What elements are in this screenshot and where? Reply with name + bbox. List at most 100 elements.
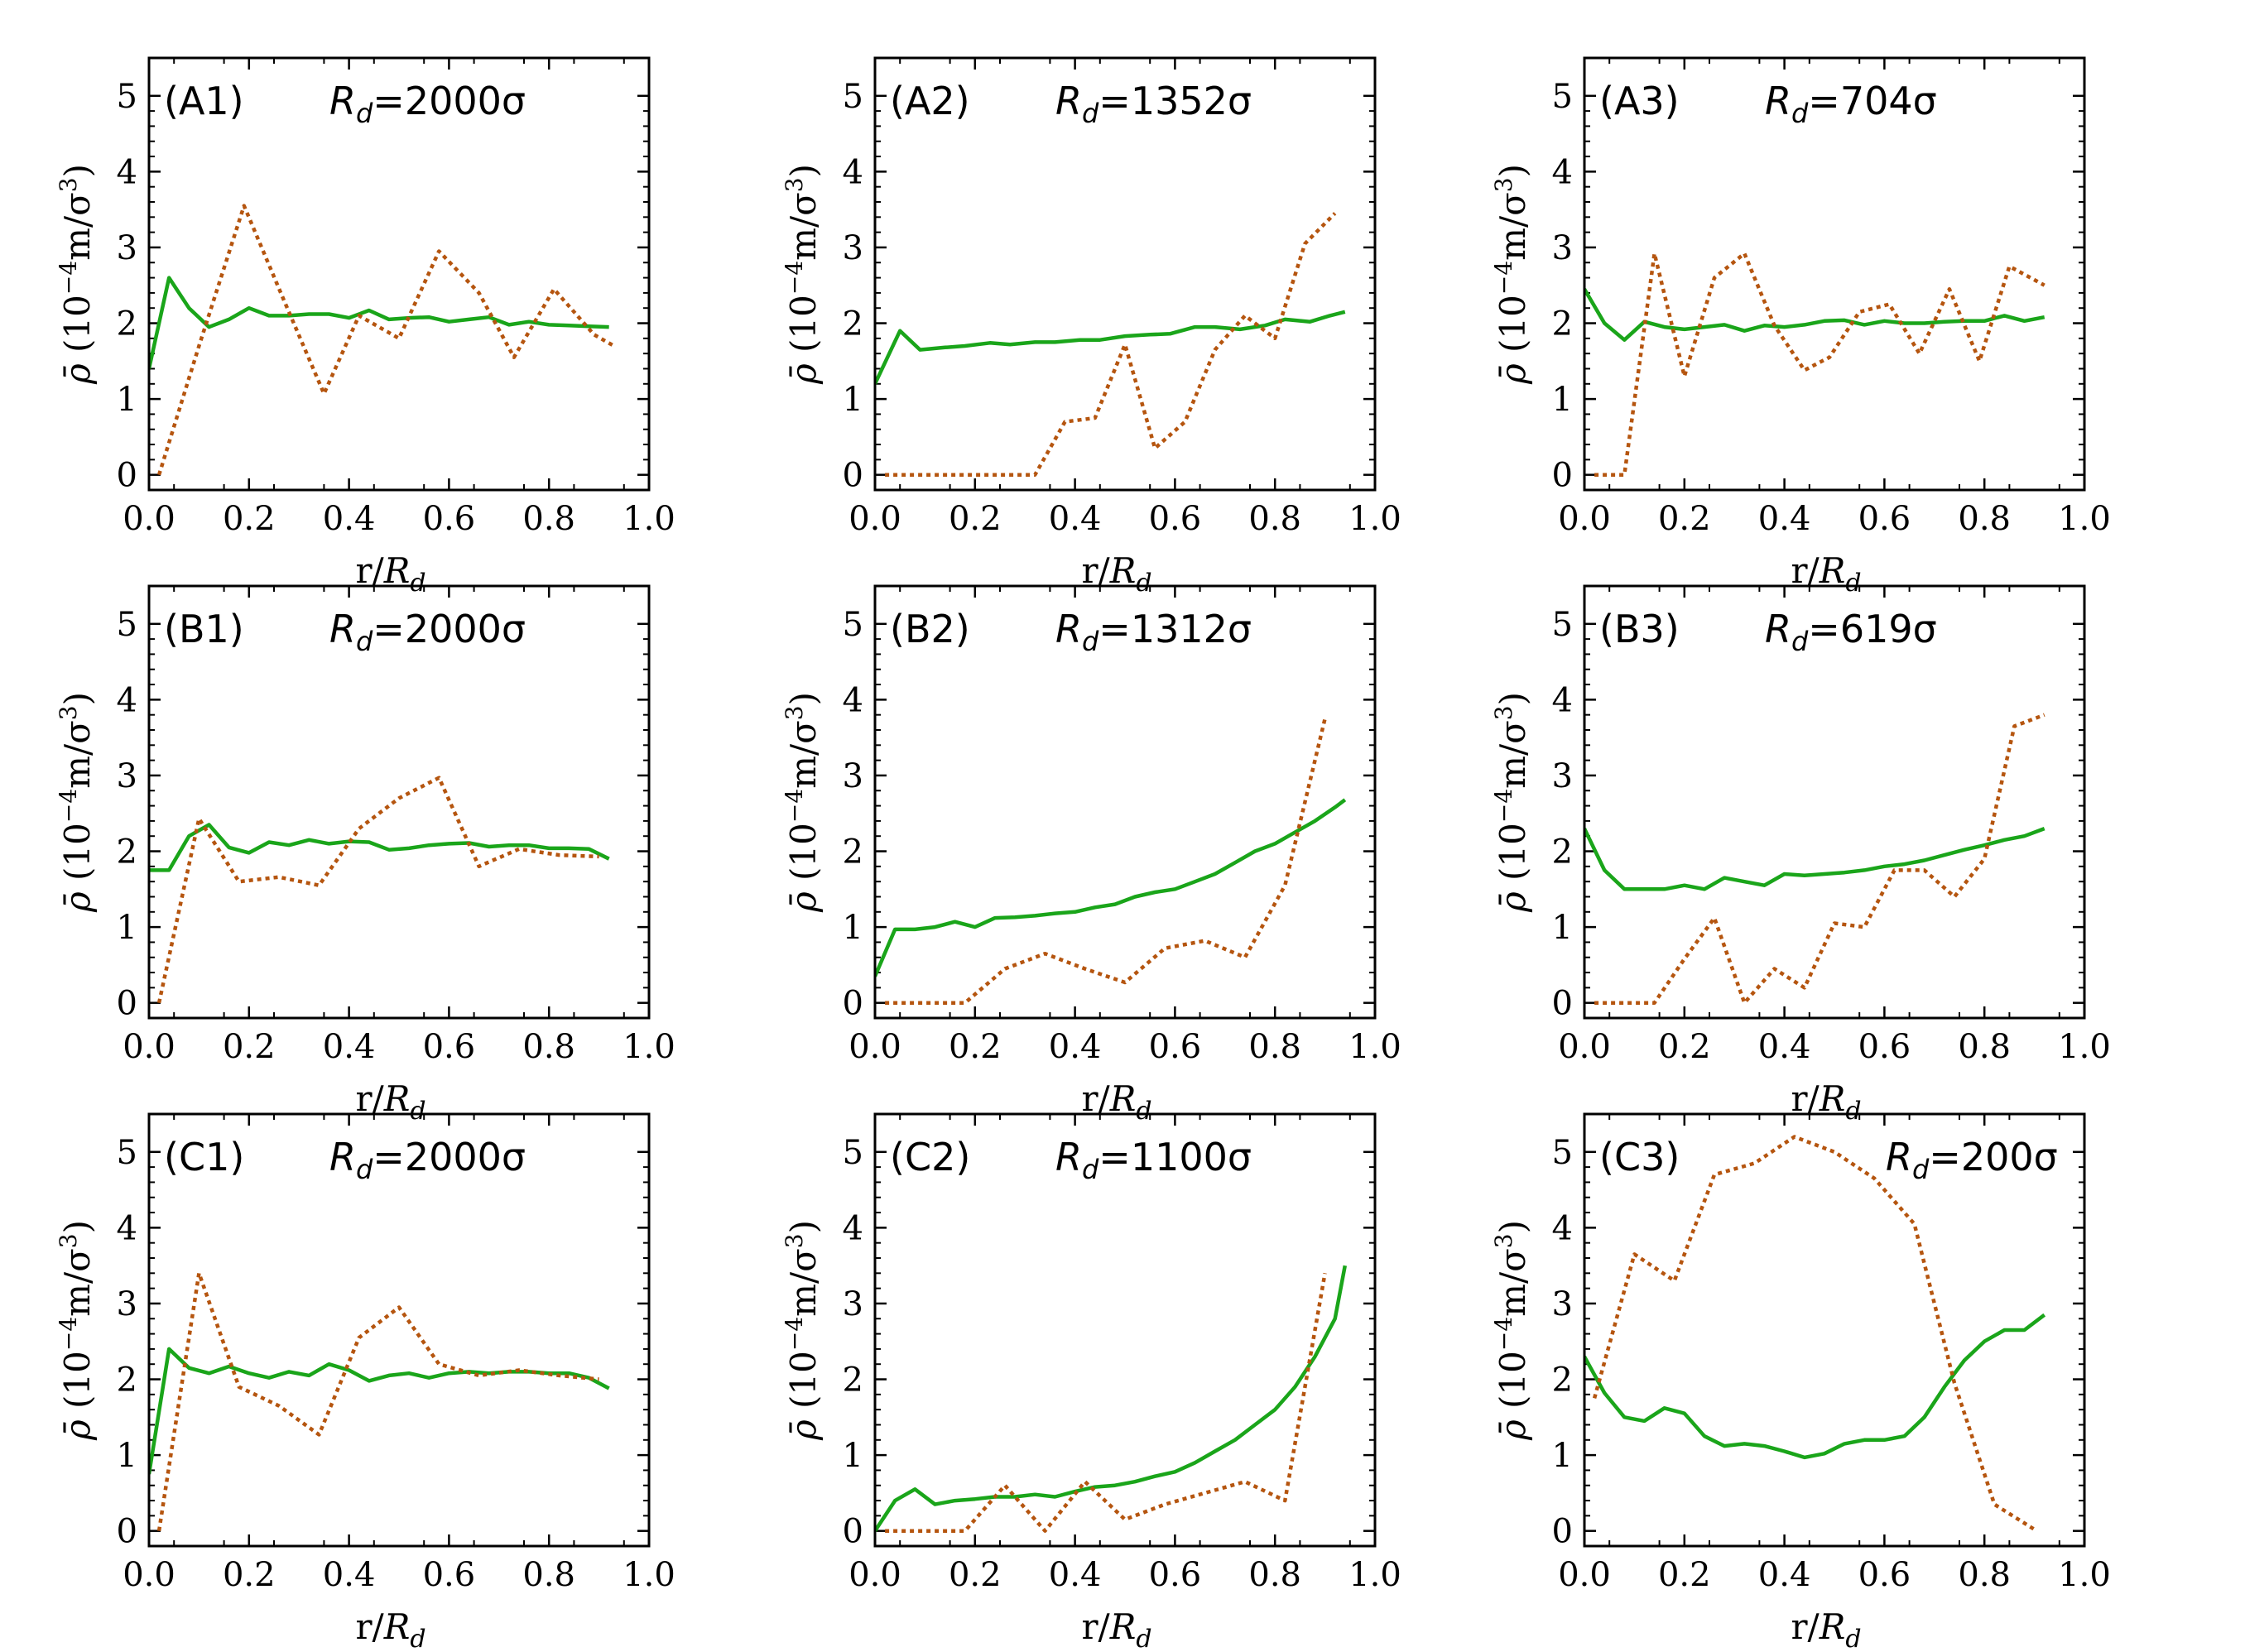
y-tick-label: 3 <box>1552 757 1573 795</box>
plot-frame <box>873 1112 1377 1548</box>
x-axis-label: r/Rd <box>1791 550 1861 598</box>
y-axis-label-open: (10 <box>1493 1351 1533 1419</box>
x-axis-label: r/Rd <box>355 1078 425 1126</box>
y-axis-label-close: ) <box>783 692 824 705</box>
plot-frame <box>1583 584 2086 1020</box>
x-tick-label: 1.0 <box>623 1028 675 1066</box>
rd-var: R <box>329 607 356 651</box>
y-axis-label-mid: m/σ <box>57 720 98 789</box>
x-axis-label-var: R <box>383 1606 411 1647</box>
x-axis-label-var: R <box>1819 550 1846 591</box>
x-axis-label-text: r/ <box>355 1078 384 1119</box>
x-axis-label: r/Rd <box>355 550 425 598</box>
x-tick-label: 0.6 <box>1149 500 1202 538</box>
y-tick-label: 2 <box>843 305 863 343</box>
y-axis-label-rho: ρ̄ <box>57 891 98 913</box>
x-axis-label-text: r/ <box>1791 1078 1820 1119</box>
y-axis-label-rho: ρ̄ <box>57 1419 98 1441</box>
plot-frame <box>147 1112 651 1548</box>
y-tick-label: 3 <box>843 229 863 267</box>
series-line-dotted <box>156 204 615 476</box>
y-axis-label: ρ̄ (10−4m/σ3) <box>781 1220 824 1441</box>
y-axis-label-close: ) <box>57 164 98 177</box>
rd-subscript: d <box>1082 626 1099 657</box>
y-axis-label-exp1: −4 <box>55 789 82 823</box>
x-axis-label: r/Rd <box>1081 1078 1151 1126</box>
x-axis-label-var: R <box>1109 550 1137 591</box>
y-axis-label-open: (10 <box>783 295 824 363</box>
x-tick-label: 0.8 <box>1248 500 1301 538</box>
x-tick-label: 1.0 <box>1348 1556 1401 1594</box>
x-tick-label: 1.0 <box>1348 500 1401 538</box>
plot-frame <box>1583 1112 2086 1548</box>
rd-label: Rd=619σ <box>1765 607 1937 657</box>
y-tick-label: 3 <box>843 757 863 795</box>
series-line-dotted <box>885 718 1327 1005</box>
x-axis-label: r/Rd <box>1081 550 1151 598</box>
y-axis-label-mid: m/σ <box>783 1248 824 1317</box>
series-line-dotted <box>1594 713 2045 1005</box>
x-tick-label: 0.2 <box>1658 1028 1711 1066</box>
rd-var: R <box>1055 1135 1082 1179</box>
x-tick-label: 0.0 <box>123 1028 175 1066</box>
series-line-solid <box>875 798 1347 977</box>
panel-label: (B1) <box>164 607 244 651</box>
y-tick-label: 1 <box>843 909 863 947</box>
x-axis-label-text: r/ <box>1081 1606 1110 1647</box>
y-tick-label: 0 <box>1552 985 1573 1023</box>
y-axis-label-exp2: 3 <box>1490 1233 1517 1248</box>
y-axis-label-exp1: −4 <box>781 261 808 295</box>
y-tick-label: 2 <box>843 833 863 872</box>
rd-label: Rd=1352σ <box>1055 79 1252 129</box>
x-tick-label: 0.2 <box>949 1028 1002 1066</box>
x-tick-label: 0.6 <box>1858 1028 1911 1066</box>
y-tick-label: 4 <box>1552 1209 1573 1247</box>
y-tick-label: 0 <box>843 457 863 495</box>
rd-var: R <box>1055 79 1082 123</box>
rd-label: Rd=2000σ <box>329 79 526 129</box>
y-axis-label: ρ̄ (10−4m/σ3) <box>55 164 98 385</box>
rd-value: =200σ <box>1929 1135 2058 1179</box>
x-tick-label: 0.2 <box>1658 1556 1711 1594</box>
x-tick-label: 0.4 <box>1758 1556 1811 1594</box>
x-tick-label: 1.0 <box>623 1556 675 1594</box>
x-tick-label: 0.8 <box>1248 1556 1301 1594</box>
y-tick-label: 1 <box>843 381 863 419</box>
y-axis-label-mid: m/σ <box>1493 720 1533 789</box>
x-tick-label: 0.4 <box>323 500 376 538</box>
x-axis-label-sub: d <box>410 569 425 598</box>
y-axis-label-exp2: 3 <box>1490 705 1517 720</box>
y-axis-label: ρ̄ (10−4m/σ3) <box>1490 1220 1533 1441</box>
y-tick-label: 0 <box>117 1513 137 1551</box>
rd-value: =1100σ <box>1098 1135 1252 1179</box>
rd-label: Rd=200σ <box>1886 1135 2058 1185</box>
x-tick-label: 0.8 <box>1958 1028 2011 1066</box>
y-axis-label-exp1: −4 <box>55 1317 82 1351</box>
y-tick-label: 4 <box>1552 153 1573 191</box>
y-axis-label-exp2: 3 <box>55 705 82 720</box>
y-axis-label-close: ) <box>783 164 824 177</box>
y-tick-label: 0 <box>117 457 137 495</box>
x-tick-label: 0.0 <box>1558 1556 1611 1594</box>
y-axis-label-mid: m/σ <box>783 192 824 261</box>
x-tick-label: 1.0 <box>1348 1028 1401 1066</box>
y-tick-label: 5 <box>117 1134 137 1172</box>
y-tick-label: 5 <box>117 78 137 116</box>
y-tick-label: 4 <box>843 1209 863 1247</box>
x-axis-label-sub: d <box>1845 1097 1861 1126</box>
x-tick-label: 0.0 <box>848 500 901 538</box>
rd-var: R <box>1765 79 1791 123</box>
x-tick-label: 0.2 <box>223 1028 276 1066</box>
x-axis-label-sub: d <box>410 1097 425 1126</box>
series-line-solid <box>1584 288 2045 342</box>
y-tick-label: 0 <box>1552 1513 1573 1551</box>
rd-subscript: d <box>1791 98 1809 129</box>
y-tick-label: 1 <box>1552 909 1573 947</box>
x-tick-label: 0.0 <box>848 1028 901 1066</box>
y-axis-label-open: (10 <box>1493 823 1533 891</box>
